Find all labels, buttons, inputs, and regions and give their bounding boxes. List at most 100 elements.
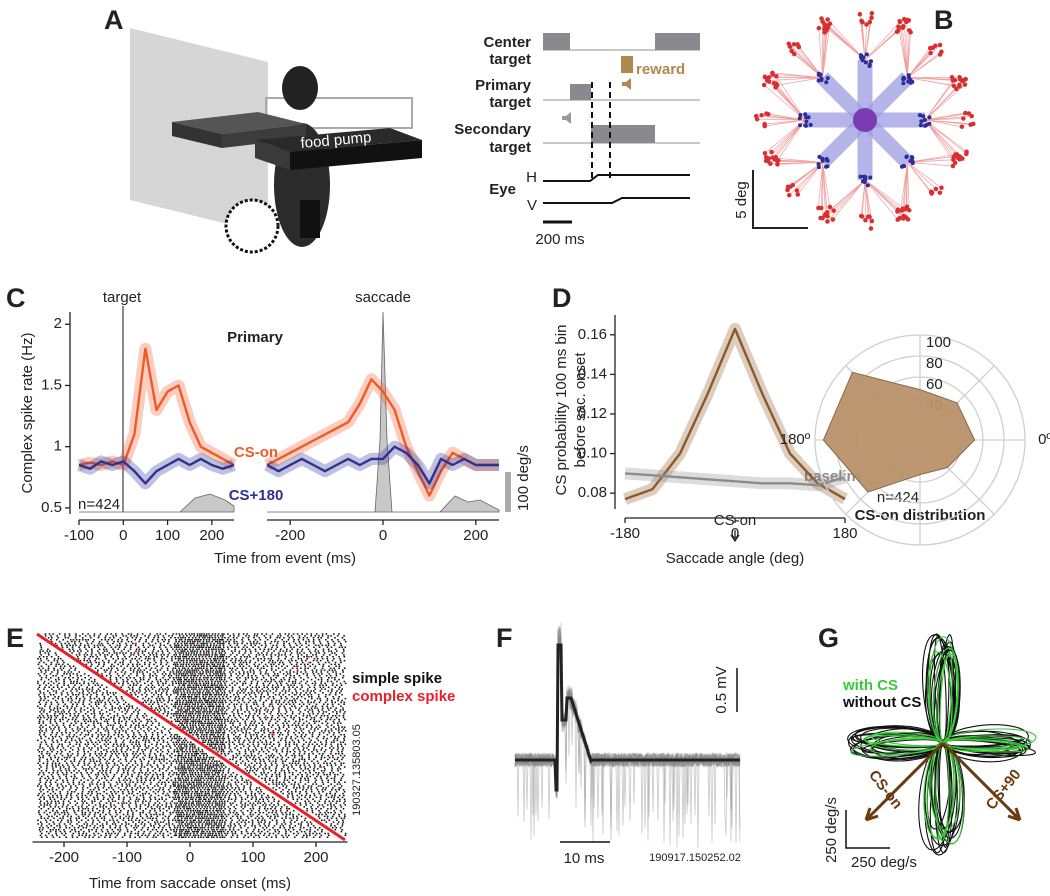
panel-label: B [934, 5, 954, 35]
saccade-lines [756, 13, 974, 229]
annotation: saccade [355, 289, 411, 306]
annotation: 190327.135803.05 [351, 724, 363, 816]
complex-spike-diagonal [36, 632, 346, 842]
axis-label: Time from saccade onset (ms) [89, 875, 291, 892]
food-pump [255, 128, 422, 152]
label: 250 deg/s [823, 797, 840, 863]
label: food pump [300, 129, 372, 152]
velocity-loop [928, 636, 958, 744]
epoch [570, 84, 591, 100]
annotation: 100 deg/s [515, 445, 532, 511]
label: V [527, 197, 537, 214]
velocity-loop [850, 738, 944, 757]
velocity-loop [924, 652, 961, 744]
label: 250 deg/s [851, 854, 917, 871]
axis-label: Saccade angle (deg) [666, 550, 804, 567]
angle-label: 0º [1038, 431, 1050, 448]
x-tick-label: -100 [64, 527, 94, 544]
y-tick-label: 1 [54, 438, 62, 455]
velocity-loop [930, 646, 961, 744]
legend-label: complex spike [352, 688, 455, 705]
epoch [621, 56, 633, 73]
monkey-fur [224, 198, 280, 254]
epoch [655, 33, 700, 50]
line [78, 457, 235, 485]
trace [514, 639, 741, 843]
radar-area [822, 371, 976, 493]
panel-label: D [552, 283, 572, 313]
panel-label: C [6, 283, 26, 313]
series-label: CS+180 [229, 487, 284, 504]
angle-label: 180º [780, 431, 811, 448]
tone-icon [562, 112, 571, 124]
eye-velocity [267, 311, 500, 513]
trace [514, 625, 741, 846]
velocity-loop [924, 742, 958, 856]
x-tick-label: 180 [832, 525, 857, 542]
x-tick-label: 200 [199, 527, 224, 544]
label: 200 ms [535, 231, 584, 248]
velocity-loop [942, 735, 1032, 750]
eye-trace [543, 174, 690, 182]
legend-label: without CS [842, 694, 921, 711]
series-label: baseline [804, 468, 864, 485]
velocity-loop [942, 730, 1024, 763]
velocity-loops [847, 633, 1037, 856]
simple-spikes [37, 633, 347, 839]
x-tick-label: 0 [731, 525, 739, 542]
velocity-loop [929, 742, 951, 854]
annotation: n=424 [78, 496, 120, 513]
tone-icon [622, 78, 631, 90]
annotation: target [103, 289, 142, 306]
chair [300, 200, 320, 238]
axis-label: Time from event (ms) [214, 550, 356, 567]
frame [265, 97, 413, 129]
r-tick-label: 100 [926, 334, 951, 351]
axis-label: CS probability 100 ms bin [553, 325, 570, 496]
x-tick-label: -200 [49, 849, 79, 866]
label: Primary [475, 77, 532, 94]
label: 5 deg [733, 181, 750, 219]
trace [514, 632, 741, 848]
label: 0.5 mV [713, 666, 730, 714]
platform [222, 124, 306, 148]
label: 10 ms [564, 850, 605, 867]
r-tick-label: 60 [926, 376, 943, 393]
y-tick-label: 2 [54, 315, 62, 332]
center [853, 108, 877, 132]
epoch [591, 125, 655, 143]
annotation: Primary [227, 329, 284, 346]
axis-label: Complex spike rate (Hz) [19, 333, 36, 494]
arrow [730, 530, 740, 543]
x-tick-label: -180 [610, 525, 640, 542]
panel-label: A [104, 5, 124, 35]
label: H [526, 169, 537, 186]
target-array [753, 11, 976, 231]
velocity-loop [847, 725, 944, 761]
x-tick-label: 0 [186, 849, 194, 866]
label: target [489, 51, 531, 68]
x-tick-label: 200 [463, 527, 488, 544]
monkey-head [282, 66, 318, 110]
primary-endpoints [797, 52, 932, 188]
line [624, 327, 846, 501]
panel-label: E [6, 623, 24, 653]
label: CS-on [865, 767, 906, 812]
label: Center [483, 34, 531, 51]
label: 190917.150252.02 [649, 852, 741, 864]
velocity-loop [931, 742, 965, 845]
label: reward [636, 61, 685, 78]
y-tick-label: 0.12 [578, 405, 607, 422]
velocity-loop [935, 742, 950, 842]
velocity-loop [863, 735, 944, 747]
x-tick-label: -100 [112, 849, 142, 866]
y-tick-label: 0.10 [578, 445, 607, 462]
velocity-loop [871, 732, 944, 759]
x-tick-label: 0 [119, 527, 127, 544]
y-tick-label: 0.5 [41, 499, 62, 516]
velocity-loop [926, 742, 955, 840]
food-pump [290, 140, 422, 170]
panel-label: G [818, 623, 839, 653]
platform [172, 112, 306, 134]
